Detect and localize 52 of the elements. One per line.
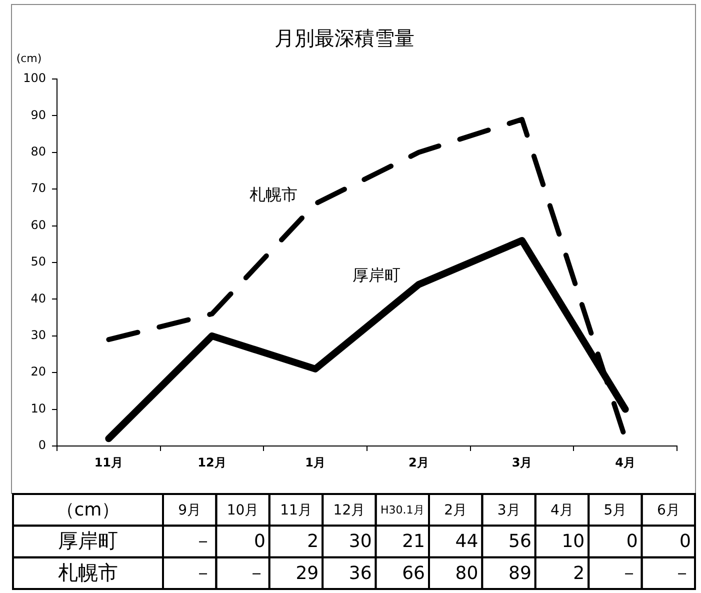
text: － xyxy=(620,562,638,584)
y-tick-label: 10 xyxy=(30,401,46,416)
y-tick-label: 50 xyxy=(30,254,46,269)
y-tick-label: 90 xyxy=(30,108,46,122)
text: － xyxy=(673,562,691,584)
y-tick-label: 60 xyxy=(30,218,46,232)
x-tick-label: 11月 xyxy=(94,455,124,470)
x-tick-label: 2月 xyxy=(444,502,468,518)
data-label: 2 xyxy=(573,562,585,584)
x-tick-label: 3月 xyxy=(512,455,532,470)
series-label: 札幌市 xyxy=(249,184,298,204)
x-tick-label: 6月 xyxy=(656,502,680,518)
text: － xyxy=(247,562,266,584)
data-label: 21 xyxy=(402,531,425,552)
x-tick-label: 3月 xyxy=(497,502,520,518)
data-label: 80 xyxy=(455,562,478,584)
x-tick-label: 12月 xyxy=(333,502,366,518)
data-label: 36 xyxy=(348,562,372,584)
y-tick-label: 20 xyxy=(30,364,46,379)
y-tick-label: 30 xyxy=(30,328,46,342)
x-tick-label: H30.1月 xyxy=(380,504,424,517)
x-tick-label: 4月 xyxy=(615,455,636,470)
x-tick-label: 1月 xyxy=(305,455,326,470)
y-tick-label: 70 xyxy=(30,181,46,196)
x-tick-label: 5月 xyxy=(604,502,627,518)
data-label: 30 xyxy=(348,531,372,552)
data-label: 10 xyxy=(562,531,585,552)
y-axis-title: (cm) xyxy=(16,52,42,65)
data-label: 44 xyxy=(455,531,478,552)
x-tick-label: 12月 xyxy=(198,455,226,470)
text: （cm） xyxy=(56,500,120,521)
data-label: 0 xyxy=(680,531,691,552)
x-tick-label: 4月 xyxy=(550,502,574,518)
data-label: 2 xyxy=(307,531,319,552)
data-label: 0 xyxy=(254,531,266,552)
x-tick-label: 2月 xyxy=(408,455,429,470)
chart-title: 月別最深積雪量 xyxy=(274,26,414,50)
y-tick-label: 100 xyxy=(23,71,46,86)
text: － xyxy=(194,531,212,552)
data-label: 66 xyxy=(402,562,425,584)
data-label: 89 xyxy=(508,562,532,584)
data-label: 0 xyxy=(626,531,638,552)
y-tick-label: 0 xyxy=(38,438,46,452)
data-label: 56 xyxy=(508,531,532,552)
text: － xyxy=(194,562,212,584)
x-tick-label: 9月 xyxy=(178,502,202,518)
x-tick-label: 11月 xyxy=(280,502,312,518)
y-tick-label: 40 xyxy=(30,291,46,306)
series-label: 厚岸町 xyxy=(352,266,401,285)
y-tick-label: 80 xyxy=(30,144,46,159)
data-label: 29 xyxy=(296,562,319,584)
x-tick-label: 10月 xyxy=(226,502,259,518)
